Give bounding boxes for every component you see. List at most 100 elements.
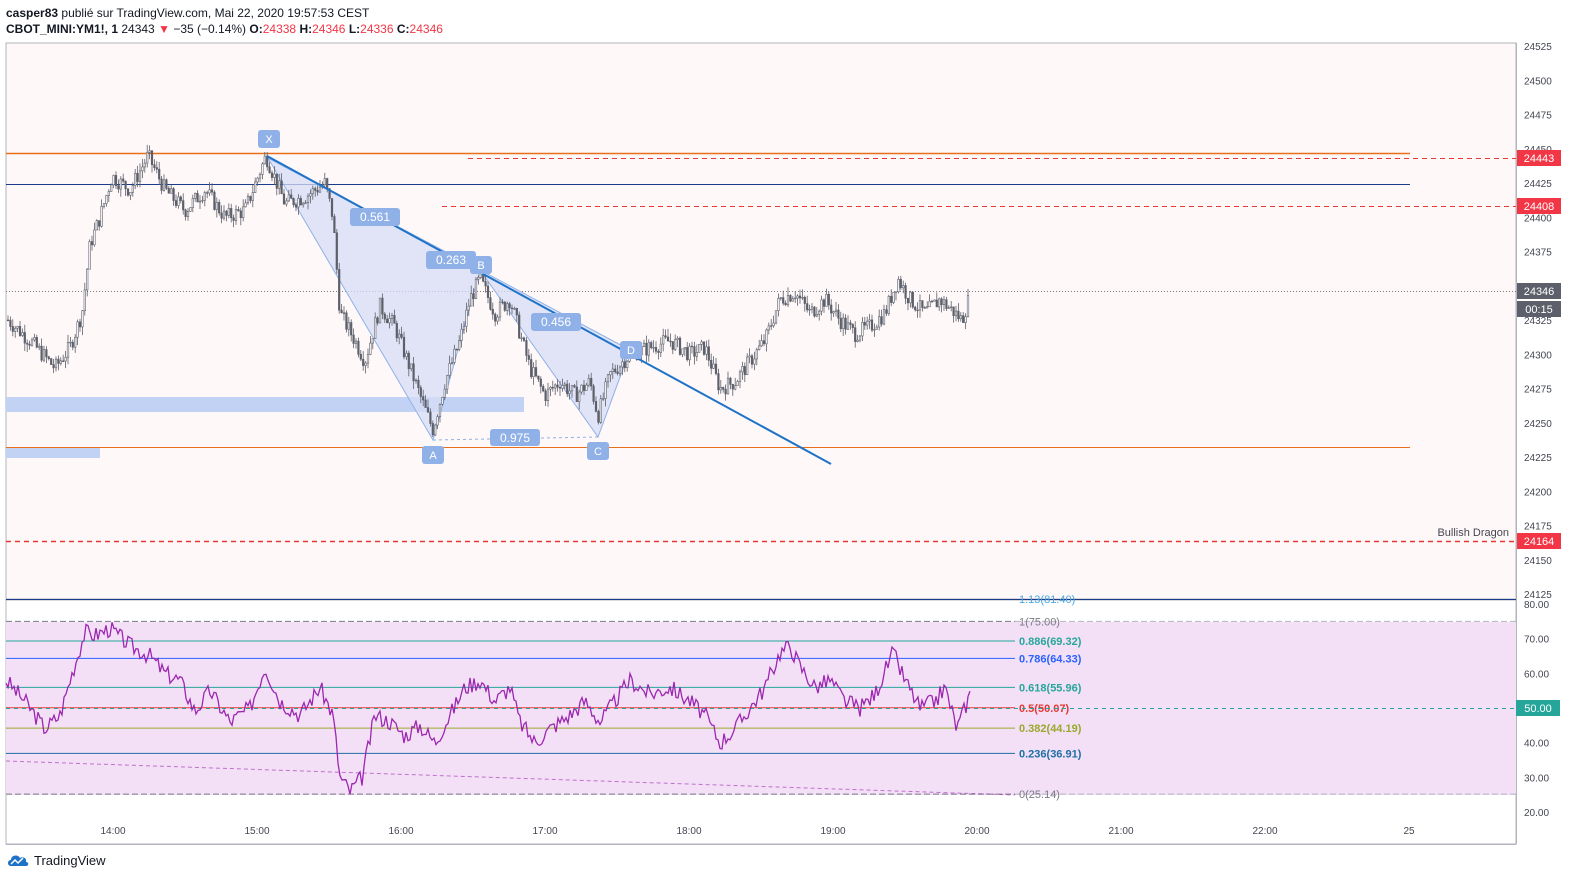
candle (268, 161, 271, 174)
candle (282, 188, 286, 205)
demand-zone-rect[interactable] (6, 397, 524, 412)
candle (856, 334, 859, 343)
candle (902, 280, 905, 294)
pattern-label-a[interactable]: A (422, 446, 444, 464)
candle (710, 353, 713, 375)
candle (446, 374, 449, 395)
candle (42, 345, 46, 363)
fib-level[interactable]: 1.13(81.40) (1019, 594, 1075, 606)
oscillator-tick-label: 80.00 (1524, 600, 1549, 611)
candle (220, 205, 223, 224)
oscillator-tick-label: 20.00 (1524, 808, 1549, 819)
pattern-label-d[interactable]: D (620, 341, 642, 359)
candle (172, 187, 175, 206)
author-name[interactable]: casper83 (6, 6, 59, 20)
candle (542, 383, 545, 393)
candle (402, 331, 406, 360)
candle (669, 333, 672, 347)
candle (362, 351, 365, 371)
candle (846, 315, 850, 330)
symbol-label[interactable]: CBOT_MINI:YM1!, 1 (6, 22, 119, 36)
candle (945, 296, 948, 311)
candle (436, 414, 439, 430)
price-pane[interactable] (5, 42, 1517, 600)
candlestick-series[interactable] (6, 144, 970, 437)
candle (23, 324, 26, 352)
fib-level[interactable]: 0.5(50.07) (6, 703, 1069, 715)
candle (863, 316, 866, 330)
candle (390, 312, 394, 326)
candle (218, 199, 221, 216)
ratio-label-xad[interactable]: 0.975 (490, 429, 540, 446)
candle (381, 293, 384, 320)
candle (369, 336, 372, 356)
candle (374, 312, 377, 339)
ratio-label-xab[interactable]: 0.561 (350, 208, 400, 226)
candle (122, 173, 125, 184)
candle (520, 332, 523, 342)
price-badge: 24443 (1517, 150, 1561, 166)
fib-level[interactable]: 0.236(36.91) (6, 748, 1082, 760)
candle (707, 339, 710, 367)
candle (678, 336, 682, 356)
candle (561, 378, 564, 392)
pattern-label-x[interactable]: X (258, 130, 280, 148)
candle (844, 314, 847, 335)
candle (755, 347, 758, 366)
rsi-line[interactable] (5, 622, 971, 795)
pattern-name-label[interactable]: Bullish Dragon (1437, 527, 1509, 539)
candle (762, 334, 766, 347)
candle (35, 334, 38, 349)
tradingview-logo[interactable]: TradingView (6, 852, 106, 868)
candle (414, 378, 418, 384)
time-tick-label: 22:00 (1252, 826, 1277, 837)
time-axis-ticks[interactable]: 14:00 15:00 16:00 17:00 18:00 19:00 20:00 21:00… (100, 826, 1415, 837)
demand-zone-small[interactable] (6, 448, 100, 458)
rsi-trendline[interactable] (5, 760, 1016, 796)
candle (98, 220, 101, 231)
fib-level-label: 0.886(69.32) (1019, 636, 1082, 648)
candle (602, 392, 605, 401)
ratio-label-bcd[interactable]: 0.456 (531, 313, 581, 331)
fib-level[interactable]: 0(25.14) (6, 789, 1516, 801)
fib-level[interactable]: 0.886(69.32) (6, 636, 1082, 648)
candle (330, 198, 334, 221)
candle (868, 313, 871, 330)
candle (256, 176, 259, 186)
candle (292, 197, 295, 208)
candle (894, 291, 898, 301)
candle (568, 383, 571, 400)
price-tick-label: 24175 (1524, 522, 1552, 533)
descending-trendline[interactable] (266, 155, 832, 465)
candle (54, 356, 58, 372)
candle (717, 368, 720, 395)
fib-level[interactable]: 0.618(55.96) (6, 682, 1082, 694)
fib-retracement-levels[interactable]: 1.13(81.40) 1(75.00) 0.886(69.32) 0.786(64.… (6, 594, 1516, 801)
fib-level[interactable]: 0.382(44.19) (6, 723, 1082, 735)
candle (741, 361, 744, 380)
candle (297, 194, 300, 215)
candle (33, 333, 36, 342)
fib-level[interactable]: 0.786(64.33) (6, 653, 1082, 665)
close-label: C: (396, 22, 410, 36)
candle (424, 395, 427, 408)
candle (186, 208, 190, 221)
candle (810, 303, 814, 314)
candle (666, 328, 670, 342)
candle (854, 321, 857, 348)
candle (371, 338, 374, 350)
candle (242, 199, 245, 222)
candle (921, 300, 924, 312)
pattern-label-c[interactable]: C (587, 442, 609, 460)
fib-level[interactable]: 1(75.00) (6, 616, 1516, 628)
candle (124, 180, 127, 197)
candle (652, 340, 655, 353)
candle (30, 337, 34, 347)
candle (606, 373, 610, 388)
candle (318, 179, 322, 193)
ratio-label-abc[interactable]: 0.263 (426, 251, 476, 269)
candle (306, 193, 310, 210)
candle (794, 290, 797, 304)
candle (246, 193, 250, 205)
